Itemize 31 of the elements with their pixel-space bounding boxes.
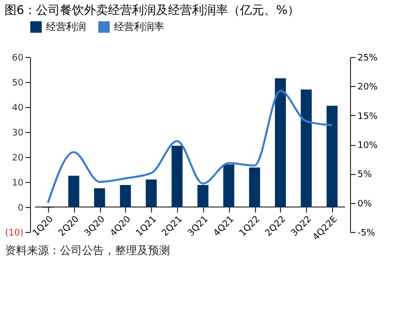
y2-tick-label: 25% (358, 54, 378, 64)
legend-label: 经营利润 (46, 21, 86, 33)
y2-tick-label: 15% (358, 112, 378, 122)
y2-tick-label: 20% (358, 82, 378, 93)
y-tick-label: 20 (12, 154, 24, 164)
bar (197, 185, 208, 207)
bar (94, 188, 106, 207)
y2-tick-label: -5% (358, 228, 376, 238)
y2-tick-label: 5% (358, 170, 372, 180)
line-series (46, 90, 334, 204)
legend-label: 经营利润率 (114, 21, 164, 33)
y-tick-label: 30 (12, 128, 24, 138)
y-tick-label: 10 (12, 178, 24, 188)
bar (300, 90, 312, 207)
bar (326, 106, 338, 207)
bar (249, 168, 260, 207)
y-tick-label: 50 (12, 78, 24, 88)
y2-tick-label: 0% (358, 199, 372, 210)
y2-tick-label: 10% (358, 141, 378, 151)
y-tick-label: (10) (5, 228, 24, 238)
y-tick-label: 60 (12, 54, 24, 64)
y-tick-label: 0 (18, 204, 24, 214)
text: 资料来源：公司公告，整理及预测 (5, 244, 170, 257)
chart-title: 图6：公司餐饮外卖经营利润及经营利润率（亿元、%） (4, 3, 300, 17)
y-tick-label: 40 (12, 104, 24, 114)
bar (146, 180, 157, 207)
bar (172, 146, 183, 207)
bar (274, 78, 286, 207)
bar (223, 164, 234, 207)
bar (68, 176, 80, 207)
bar (120, 185, 131, 207)
